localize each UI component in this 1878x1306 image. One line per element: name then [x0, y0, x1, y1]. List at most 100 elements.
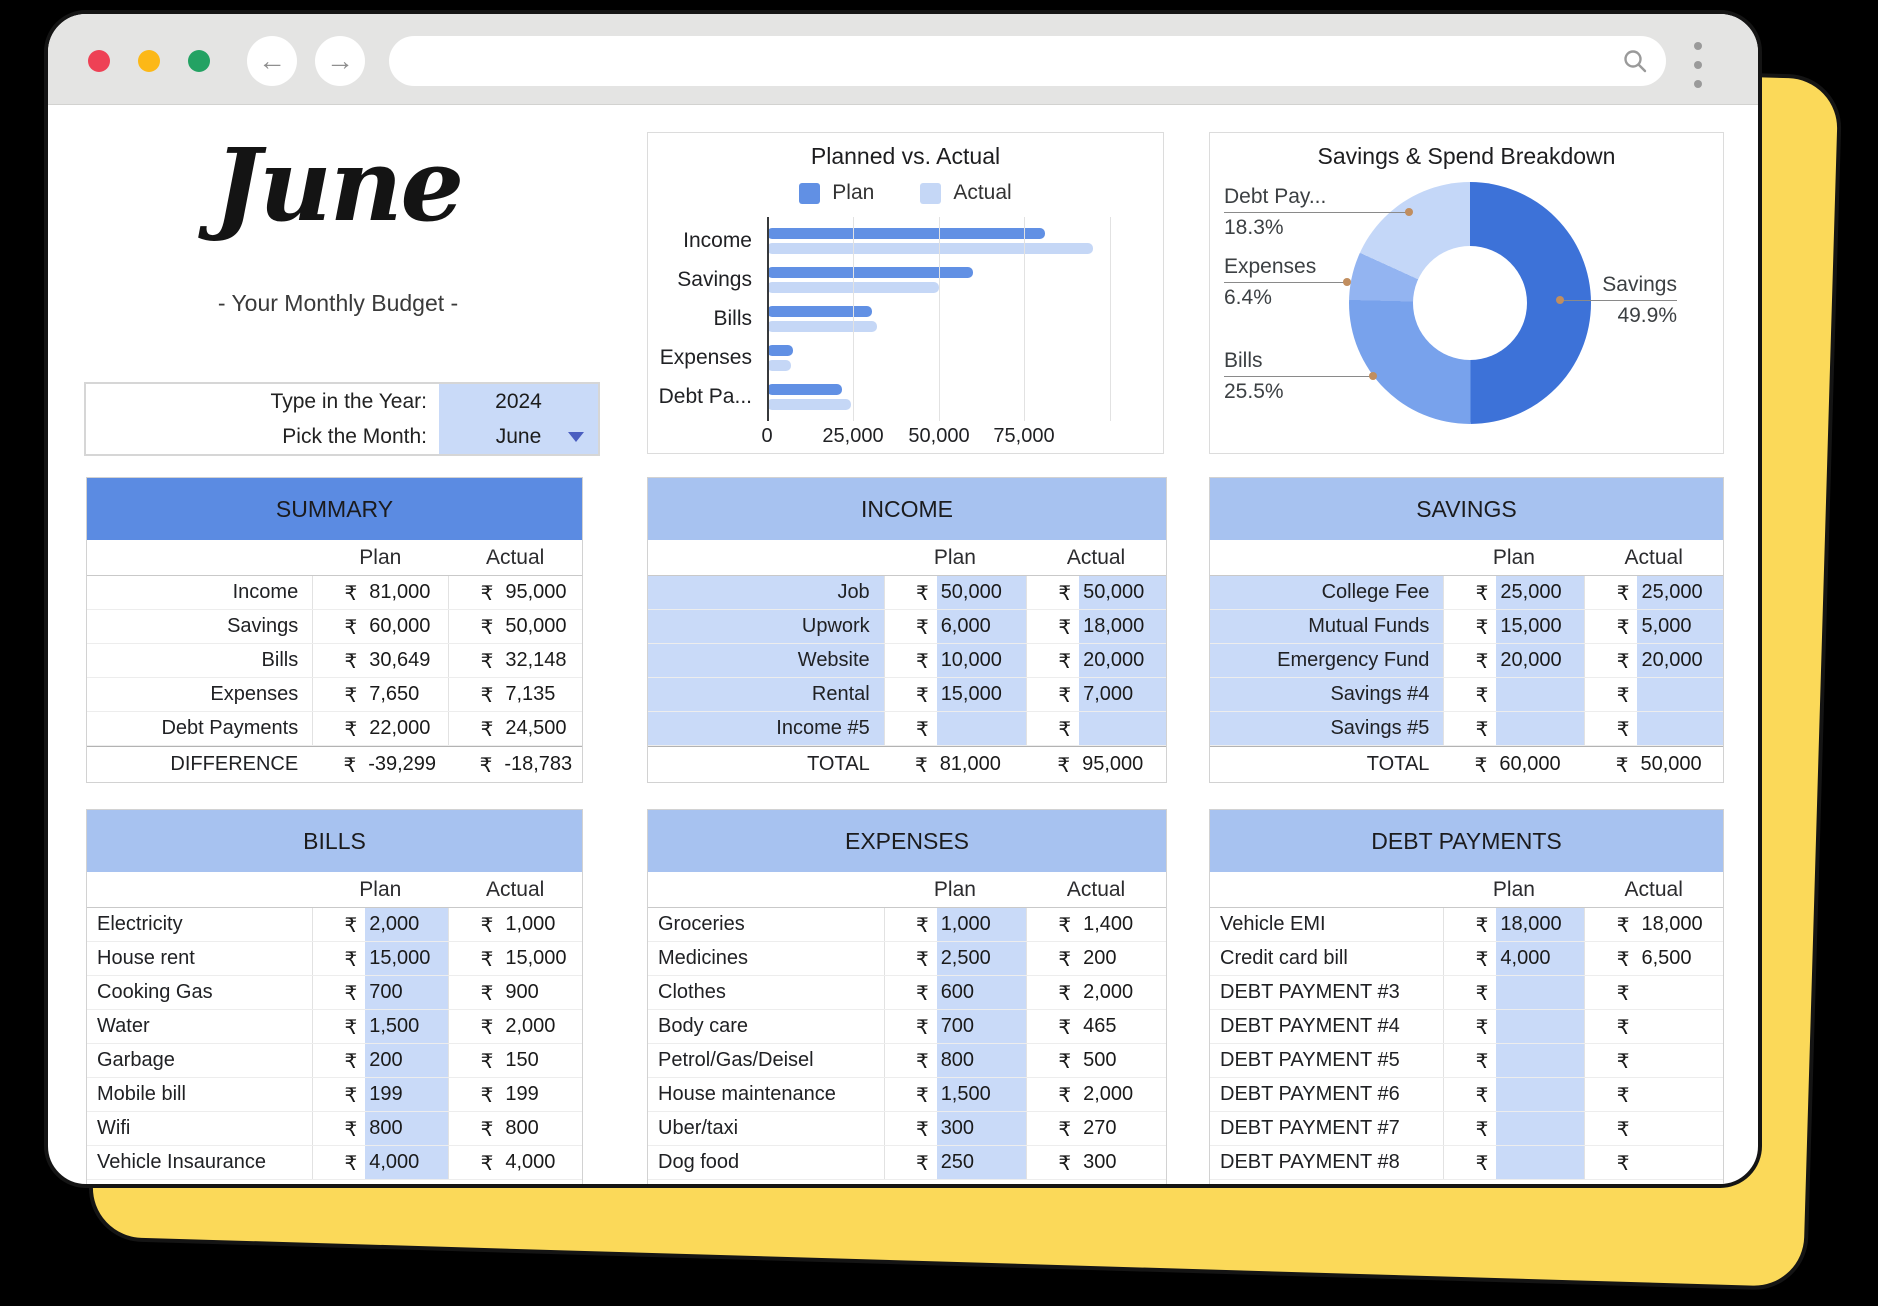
actual-cell[interactable]: ₹ 1,000: [448, 908, 582, 941]
plan-cell[interactable]: ₹ 2,000: [312, 908, 449, 941]
plan-cell[interactable]: ₹ 60,000: [1443, 747, 1584, 782]
forward-button[interactable]: →: [315, 36, 365, 86]
minimize-traffic-light[interactable]: [138, 50, 160, 72]
back-button[interactable]: ←: [247, 36, 297, 86]
plan-cell[interactable]: ₹ 81,000: [312, 576, 448, 609]
currency-symbol: ₹: [344, 946, 358, 971]
plan-cell[interactable]: ₹ 1,000: [883, 908, 1027, 941]
plan-cell[interactable]: ₹ 600: [883, 976, 1027, 1009]
actual-cell[interactable]: ₹ 500: [1026, 1044, 1166, 1077]
plan-cell[interactable]: ₹ 25,000: [1443, 576, 1585, 609]
actual-cell[interactable]: ₹ -18,783: [448, 747, 582, 782]
actual-cell[interactable]: ₹ 7,000: [1026, 678, 1166, 711]
plan-cell[interactable]: ₹ 300: [883, 1112, 1027, 1145]
overflow-menu-icon[interactable]: [1694, 42, 1702, 88]
actual-cell[interactable]: ₹: [1584, 712, 1723, 745]
plan-cell[interactable]: ₹ 250: [883, 1146, 1027, 1179]
maximize-traffic-light[interactable]: [188, 50, 210, 72]
actual-cell[interactable]: ₹: [1584, 1146, 1723, 1179]
plan-cell[interactable]: ₹ 60,000: [312, 610, 448, 643]
actual-cell[interactable]: ₹ 2,000: [1026, 976, 1166, 1009]
actual-cell[interactable]: ₹ 300: [1026, 1146, 1166, 1179]
plan-cell[interactable]: ₹ -39,299: [312, 747, 448, 782]
currency-symbol: ₹: [915, 1082, 929, 1107]
plan-cell[interactable]: ₹ 18,000: [1443, 908, 1585, 941]
actual-cell[interactable]: ₹ 6,500: [1584, 942, 1723, 975]
plan-cell[interactable]: ₹ 15,000: [1443, 610, 1585, 643]
actual-cell[interactable]: ₹ 50,000: [1584, 747, 1723, 782]
actual-cell[interactable]: ₹ 5,000: [1584, 610, 1723, 643]
table-row: Website ₹ 10,000 ₹ 20,000: [648, 644, 1166, 678]
actual-cell[interactable]: ₹ 7,135: [448, 678, 582, 711]
actual-cell[interactable]: ₹ 18,000: [1584, 908, 1723, 941]
actual-cell[interactable]: ₹ 95,000: [1026, 747, 1166, 782]
actual-cell[interactable]: ₹: [1584, 1044, 1723, 1077]
actual-cell[interactable]: ₹ 1,400: [1026, 908, 1166, 941]
plan-cell[interactable]: ₹ 15,000: [312, 942, 449, 975]
actual-cell[interactable]: ₹ 270: [1026, 1112, 1166, 1145]
actual-cell[interactable]: ₹ 25,000: [1584, 576, 1723, 609]
plan-cell[interactable]: ₹ 700: [883, 1010, 1027, 1043]
search-icon[interactable]: [1622, 48, 1648, 74]
plan-cell[interactable]: ₹ 6,000: [883, 610, 1027, 643]
actual-cell[interactable]: ₹ 18,000: [1026, 610, 1166, 643]
plan-cell[interactable]: ₹: [1443, 976, 1585, 1009]
plan-cell[interactable]: ₹: [1443, 678, 1585, 711]
actual-cell[interactable]: ₹ 20,000: [1584, 644, 1723, 677]
actual-cell[interactable]: ₹: [1584, 1010, 1723, 1043]
actual-cell[interactable]: ₹ 465: [1026, 1010, 1166, 1043]
year-input[interactable]: 2024: [439, 384, 598, 419]
actual-cell[interactable]: ₹ 20,000: [1026, 644, 1166, 677]
actual-cell[interactable]: ₹ 150: [448, 1044, 582, 1077]
plan-cell[interactable]: ₹: [1443, 1078, 1585, 1111]
actual-cell[interactable]: ₹ 95,000: [448, 576, 582, 609]
actual-cell[interactable]: ₹ 2,000: [1026, 1078, 1166, 1111]
plan-cell[interactable]: ₹ 199: [312, 1078, 449, 1111]
actual-cell[interactable]: ₹ 199: [448, 1078, 582, 1111]
actual-cell[interactable]: ₹: [1584, 678, 1723, 711]
actual-cell[interactable]: ₹ 800: [448, 1112, 582, 1145]
plan-cell[interactable]: ₹: [1443, 1112, 1585, 1145]
actual-cell[interactable]: ₹ 15,000: [448, 942, 582, 975]
actual-cell[interactable]: ₹: [1584, 1112, 1723, 1145]
plan-cell[interactable]: ₹ 30,649: [312, 644, 448, 677]
actual-cell[interactable]: ₹ 50,000: [1026, 576, 1166, 609]
plan-cell[interactable]: ₹ 7,650: [312, 678, 448, 711]
plan-cell[interactable]: ₹ 4,000: [312, 1146, 449, 1179]
row-label: Clothes: [658, 981, 726, 1003]
actual-cell[interactable]: ₹ 2,000: [448, 1010, 582, 1043]
plan-cell[interactable]: ₹ 1,500: [883, 1078, 1027, 1111]
close-traffic-light[interactable]: [88, 50, 110, 72]
plan-cell[interactable]: ₹ 700: [312, 976, 449, 1009]
month-dropdown[interactable]: June: [439, 419, 598, 454]
actual-cell[interactable]: ₹ 4,000: [448, 1146, 582, 1179]
plan-cell[interactable]: ₹ 800: [312, 1112, 449, 1145]
url-bar[interactable]: [389, 36, 1666, 86]
actual-cell[interactable]: ₹: [1026, 712, 1166, 745]
plan-cell[interactable]: ₹ 20,000: [1443, 644, 1585, 677]
plan-cell[interactable]: ₹ 800: [883, 1044, 1027, 1077]
plan-cell[interactable]: ₹ 10,000: [883, 644, 1027, 677]
actual-cell[interactable]: ₹: [1584, 976, 1723, 1009]
plan-cell[interactable]: ₹ 22,000: [312, 712, 448, 745]
plan-cell[interactable]: ₹: [883, 712, 1027, 745]
plan-cell[interactable]: ₹ 50,000: [883, 576, 1027, 609]
plan-cell[interactable]: ₹ 15,000: [883, 678, 1027, 711]
plan-cell[interactable]: ₹ 2,500: [883, 942, 1027, 975]
plan-cell[interactable]: ₹: [1443, 1010, 1585, 1043]
actual-cell[interactable]: ₹ 32,148: [448, 644, 582, 677]
plan-cell[interactable]: ₹: [1443, 1146, 1585, 1179]
actual-cell[interactable]: ₹ 900: [448, 976, 582, 1009]
plan-value: 1,500: [365, 1010, 449, 1043]
actual-cell[interactable]: ₹: [1584, 1078, 1723, 1111]
actual-cell[interactable]: ₹ 200: [1026, 942, 1166, 975]
actual-cell[interactable]: ₹ 50,000: [448, 610, 582, 643]
plan-cell[interactable]: ₹ 1,500: [312, 1010, 449, 1043]
plan-cell[interactable]: ₹ 4,000: [1443, 942, 1585, 975]
plan-cell[interactable]: ₹: [1443, 1044, 1585, 1077]
plan-cell[interactable]: ₹ 81,000: [884, 747, 1026, 782]
plan-cell[interactable]: ₹: [1443, 712, 1585, 745]
actual-cell[interactable]: ₹ 24,500: [448, 712, 582, 745]
plan-cell[interactable]: ₹ 200: [312, 1044, 449, 1077]
legend-label-plan: Plan: [832, 181, 875, 204]
